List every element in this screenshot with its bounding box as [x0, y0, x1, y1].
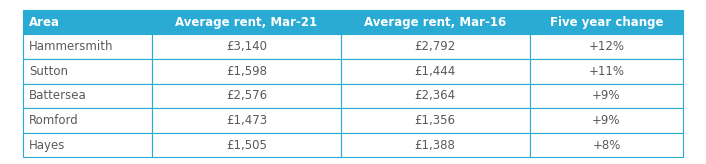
Text: Five year change: Five year change [550, 16, 663, 29]
Text: Average rent, Mar-21: Average rent, Mar-21 [175, 16, 318, 29]
Bar [152, 133, 341, 157]
Text: £1,388: £1,388 [414, 139, 455, 152]
Bar [341, 59, 530, 84]
Text: £1,356: £1,356 [414, 114, 455, 127]
Text: £1,505: £1,505 [226, 139, 267, 152]
Text: £1,473: £1,473 [226, 114, 267, 127]
Bar [341, 10, 530, 34]
Text: +11%: +11% [589, 65, 625, 78]
Text: £1,598: £1,598 [226, 65, 267, 78]
Bar [152, 108, 341, 133]
Bar [530, 34, 683, 59]
Bar [23, 59, 152, 84]
Bar [23, 133, 152, 157]
Text: +9%: +9% [592, 89, 621, 102]
Text: +12%: +12% [589, 40, 625, 53]
Bar [23, 108, 152, 133]
Text: Area: Area [29, 16, 60, 29]
Bar [341, 108, 530, 133]
Bar [152, 59, 341, 84]
Text: +9%: +9% [592, 114, 621, 127]
Bar [152, 10, 341, 34]
Bar [341, 133, 530, 157]
Text: +8%: +8% [592, 139, 621, 152]
Text: £2,792: £2,792 [414, 40, 456, 53]
Text: £2,364: £2,364 [414, 89, 456, 102]
Text: Average rent, Mar-16: Average rent, Mar-16 [364, 16, 506, 29]
Bar [530, 10, 683, 34]
Text: £3,140: £3,140 [226, 40, 267, 53]
Bar [341, 34, 530, 59]
Bar [341, 84, 530, 108]
Bar [23, 10, 152, 34]
Text: £2,576: £2,576 [226, 89, 267, 102]
Bar [152, 84, 341, 108]
Bar [530, 84, 683, 108]
Bar [23, 84, 152, 108]
Text: Sutton: Sutton [29, 65, 68, 78]
Text: Hammersmith: Hammersmith [29, 40, 114, 53]
Bar [530, 108, 683, 133]
Bar [530, 59, 683, 84]
Text: Romford: Romford [29, 114, 79, 127]
Text: £1,444: £1,444 [414, 65, 456, 78]
Bar [530, 133, 683, 157]
Text: Battersea: Battersea [29, 89, 87, 102]
Text: Hayes: Hayes [29, 139, 66, 152]
Bar [23, 34, 152, 59]
Bar [152, 34, 341, 59]
